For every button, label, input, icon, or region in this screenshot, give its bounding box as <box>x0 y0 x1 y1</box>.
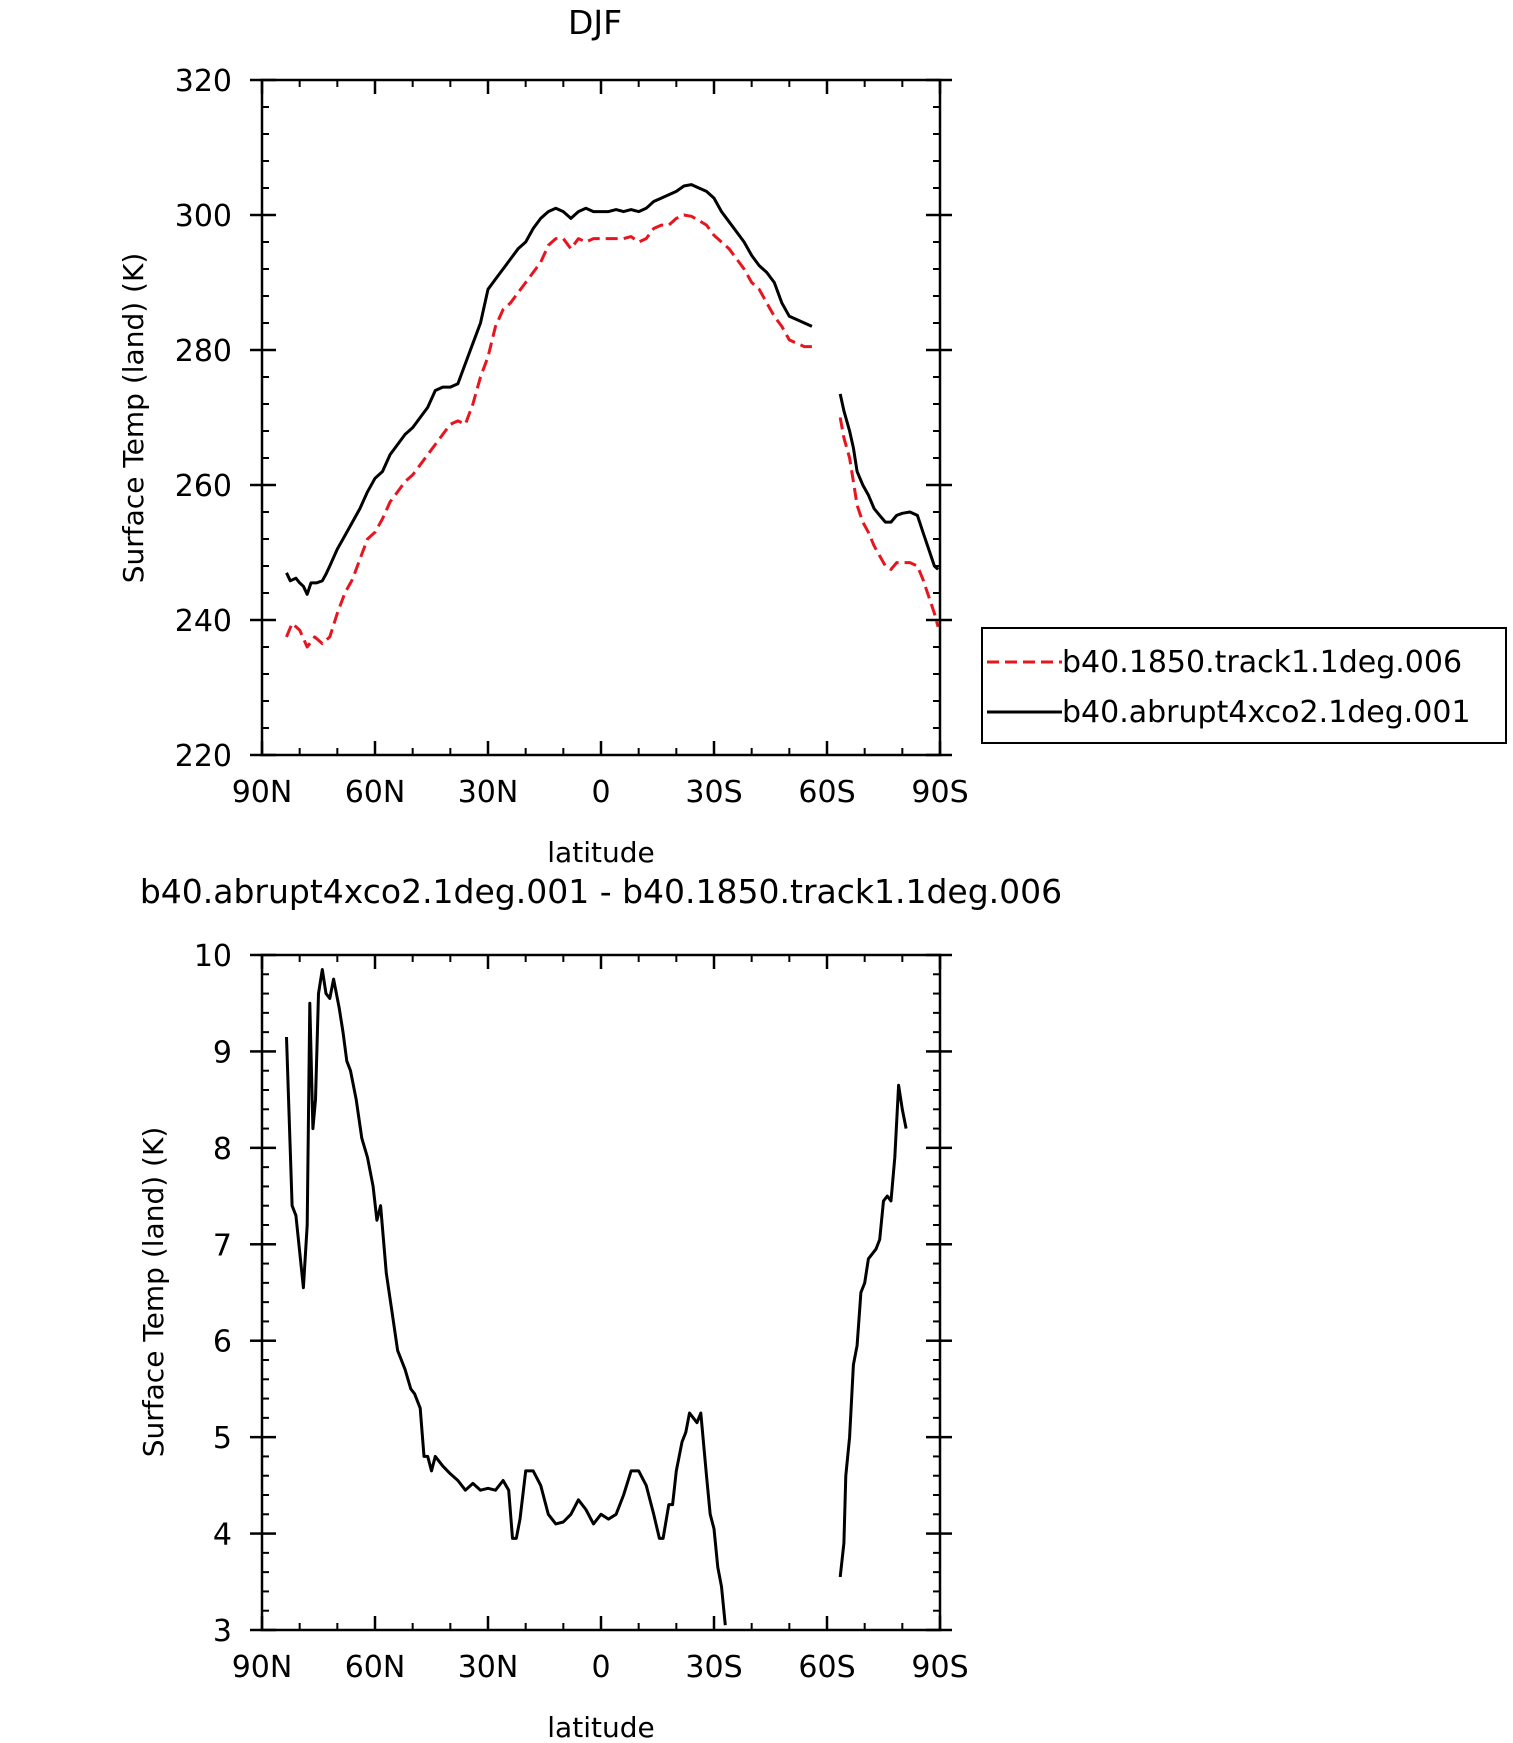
x-tick-label: 30N <box>458 775 519 810</box>
series-line-1-segment-1 <box>838 393 940 571</box>
y-tick-label: 5 <box>213 1421 232 1456</box>
plot-frame <box>260 78 942 757</box>
series-group <box>285 968 908 1626</box>
y-axis-label: Surface Temp (land) (K) <box>137 1127 170 1458</box>
x-tick-label: 90N <box>232 1650 293 1685</box>
y-tick-label: 300 <box>175 199 232 234</box>
series-line-1-segment-0 <box>285 183 813 596</box>
x-tick-label: 30S <box>685 775 742 810</box>
x-tick-label: 0 <box>591 775 610 810</box>
x-tick-label: 60N <box>345 775 406 810</box>
series-group <box>285 183 940 649</box>
x-tick-label: 30S <box>685 1650 742 1685</box>
x-tick-label: 30N <box>458 1650 519 1685</box>
y-tick-label: 220 <box>175 739 232 774</box>
series-line-0-segment-1 <box>838 1083 908 1578</box>
y-tick-label: 240 <box>175 604 232 639</box>
y-tick-label: 6 <box>213 1325 232 1360</box>
x-tick-label: 60N <box>345 1650 406 1685</box>
legend-box <box>981 627 1507 744</box>
series-line-0-segment-0 <box>285 968 727 1626</box>
djf-chart: DJF 90N 60N 30N 0 30S 60S 90S 220 240 260 280 300 32… <box>117 3 1507 869</box>
x-tick-label: 90S <box>911 775 968 810</box>
y-tick-label: 3 <box>213 1614 232 1649</box>
ticks: 90N 60N 30N 0 30S 60S 90S 220 240 260 280 300 320 <box>175 64 969 810</box>
x-tick-label: 0 <box>591 1650 610 1685</box>
series-line-0-segment-0 <box>285 213 812 649</box>
y-tick-label: 260 <box>175 469 232 504</box>
x-tick-label: 90S <box>911 1650 968 1685</box>
x-tick-label: 90N <box>232 775 293 810</box>
legend-label-control: b40.1850.track1.1deg.006 <box>1062 645 1462 680</box>
y-tick-label: 320 <box>175 64 232 99</box>
chart-title: DJF <box>568 3 622 42</box>
y-tick-label: 4 <box>213 1518 232 1553</box>
x-axis-label: latitude <box>547 836 654 869</box>
y-tick-label: 280 <box>175 334 232 369</box>
x-tick-label: 60S <box>798 775 855 810</box>
x-axis-label: latitude <box>547 1711 654 1743</box>
legend: b40.1850.track1.1deg.006 b40.abrupt4xco2… <box>981 627 1507 744</box>
difference-chart: b40.abrupt4xco2.1deg.001 - b40.1850.trac… <box>137 872 1062 1743</box>
y-tick-label: 8 <box>213 1132 232 1167</box>
legend-label-4xco2: b40.abrupt4xco2.1deg.001 <box>1062 695 1471 730</box>
y-tick-label: 10 <box>194 939 232 974</box>
chart-title: b40.abrupt4xco2.1deg.001 - b40.1850.trac… <box>140 872 1062 911</box>
y-axis-label: Surface Temp (land) (K) <box>117 253 150 584</box>
y-tick-label: 9 <box>213 1035 232 1070</box>
y-tick-label: 7 <box>213 1228 232 1263</box>
x-tick-label: 60S <box>798 1650 855 1685</box>
series-line-0-segment-1 <box>838 417 940 628</box>
plot-frame <box>260 953 942 1632</box>
